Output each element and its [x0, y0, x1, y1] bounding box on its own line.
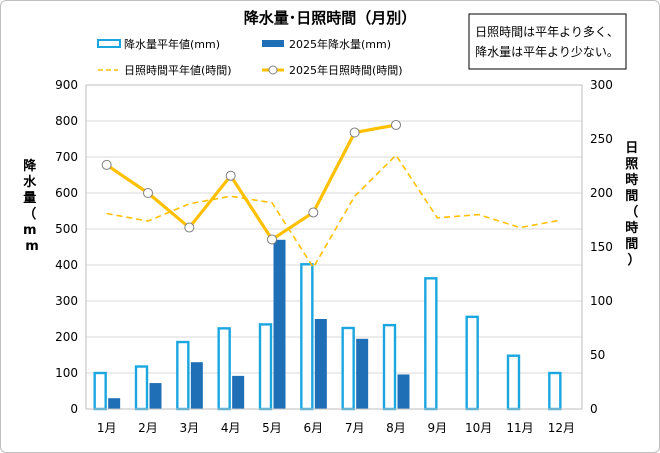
bar-precip-2025 — [356, 338, 369, 409]
legend: 降水量平年値(mm) 2025年降水量(mm) 日照時間平年値(時間) 2025… — [97, 37, 403, 77]
y-right-tick-label: 50 — [590, 348, 605, 362]
y-left-axis-title: 降 水 量 （ m m — [23, 158, 41, 254]
x-tick-label: 9月 — [428, 421, 448, 435]
x-tick-label: 4月 — [221, 421, 241, 435]
marker-sun-2025 — [308, 207, 319, 218]
bar-precip-2025 — [190, 362, 203, 409]
bar-precip-normal — [465, 315, 479, 411]
y-right-tick-label: 0 — [590, 402, 598, 416]
y-left-tick-label: 400 — [55, 258, 78, 272]
bar-precip-normal — [176, 340, 190, 411]
gridlines — [86, 84, 582, 410]
line-sun-2025 — [105, 123, 397, 242]
y-right-tick-label: 200 — [590, 186, 613, 200]
legend-label-sun-2025: 2025年日照時間(時間) — [289, 63, 403, 77]
y-left-tick-label: 200 — [55, 330, 78, 344]
y-left-tick-label: 700 — [55, 150, 78, 164]
y-left-tick-label: 300 — [55, 294, 78, 308]
marker-sun-2025 — [225, 170, 236, 181]
x-tick-label: 2月 — [138, 421, 158, 435]
y-right-tick-label: 150 — [590, 240, 613, 254]
annotation-box: 日照時間は平年より多く、 降水量は平年より少ない。 — [468, 13, 627, 70]
x-tick-label: 8月 — [386, 421, 406, 435]
annotation-line-1: 日照時間は平年より多く、 — [475, 25, 619, 39]
legend-marker-sun-2025 — [268, 65, 278, 75]
y-right-tick-labels: 0 50 100 150 200 250 300 — [590, 78, 613, 416]
y-right-tick-label: 100 — [590, 294, 613, 308]
line-sun-normal — [106, 153, 562, 270]
marker-sun-2025 — [349, 127, 360, 138]
legend-swatch-precip-normal — [97, 39, 121, 48]
y-left-tick-label: 500 — [55, 222, 78, 236]
x-tick-labels: 1月 2月 3月 4月 5月 6月 7月 8月 9月 10月 11月 12月 — [97, 421, 575, 435]
x-tick-label: 7月 — [345, 421, 365, 435]
y-left-tick-label: 600 — [55, 186, 78, 200]
y-left-tick-label: 900 — [55, 78, 78, 92]
marker-sun-2025 — [143, 188, 153, 198]
bar-precip-2025 — [232, 375, 245, 409]
bar-precip-2025 — [149, 383, 162, 409]
bars — [93, 239, 562, 411]
x-tick-label: 1月 — [97, 421, 117, 435]
bar-precip-normal — [506, 354, 521, 411]
y-right-axis-title: 日 照 時 間 （ 時 間 ） — [625, 141, 643, 268]
legend-label-precip-normal: 降水量平年値(mm) — [124, 37, 220, 51]
lines — [101, 119, 562, 270]
plot-area-border — [85, 84, 583, 410]
bar-precip-2025 — [108, 398, 121, 409]
x-tick-label: 5月 — [262, 421, 282, 435]
y-left-tick-labels: 0 100 200 300 400 500 600 700 800 900 — [55, 78, 78, 416]
y-left-tick-label: 0 — [70, 402, 78, 416]
y-right-tick-label: 300 — [590, 78, 613, 92]
bar-precip-normal — [382, 323, 397, 411]
bar-precip-normal — [300, 263, 314, 411]
legend-label-sun-normal: 日照時間平年値(時間) — [124, 63, 232, 77]
x-tick-label: 12月 — [548, 421, 575, 435]
y-right-tick-label: 250 — [590, 132, 613, 146]
legend-swatch-precip-2025 — [262, 40, 284, 47]
marker-sun-2025 — [101, 159, 112, 170]
bar-precip-normal — [548, 371, 562, 411]
bar-precip-2025 — [397, 374, 410, 409]
y-left-tick-label: 100 — [55, 366, 78, 380]
legend-label-precip-2025: 2025年降水量(mm) — [289, 37, 391, 51]
marker-sun-2025 — [267, 234, 277, 245]
marker-sun-2025 — [391, 119, 401, 130]
marker-sun-2025 — [184, 222, 195, 233]
bar-precip-2025 — [314, 319, 327, 409]
x-tick-label: 3月 — [180, 421, 200, 435]
x-tick-label: 6月 — [304, 421, 324, 435]
bar-precip-normal — [217, 327, 231, 411]
bar-precip-normal — [424, 277, 438, 411]
x-tick-label: 11月 — [506, 421, 533, 435]
bar-precip-normal — [93, 371, 107, 411]
x-tick-label: 10月 — [465, 421, 492, 435]
bar-precip-normal — [341, 326, 355, 411]
bar-precip-normal — [258, 323, 273, 411]
annotation-line-2: 降水量は平年より少ない。 — [475, 45, 619, 59]
bar-precip-2025 — [273, 239, 286, 409]
y-left-tick-label: 800 — [55, 114, 78, 128]
bar-precip-normal — [134, 365, 149, 411]
chart-title: 降水量･日照時間（月別） — [244, 9, 417, 27]
